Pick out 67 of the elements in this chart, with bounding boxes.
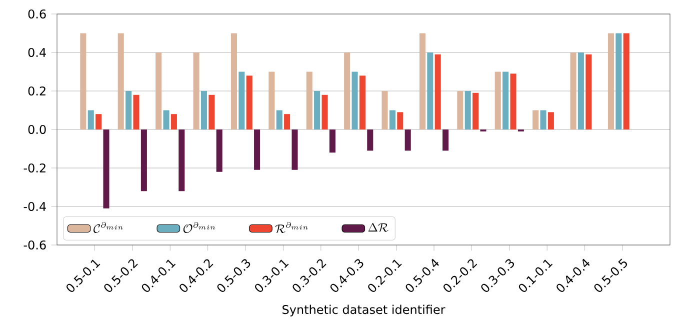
bar xyxy=(586,54,592,130)
legend-label: $\Delta\mathcal{R}$ xyxy=(368,222,388,232)
legend-label: $\mathcal{C}^{\partial_{min}}$ xyxy=(94,222,123,234)
bar xyxy=(608,33,614,130)
bar xyxy=(570,52,576,130)
bar xyxy=(163,110,170,130)
bar xyxy=(329,129,336,153)
bar xyxy=(238,72,245,130)
bar xyxy=(540,110,546,130)
bar xyxy=(208,94,215,130)
bar xyxy=(548,112,554,130)
bar xyxy=(156,52,162,130)
bar xyxy=(434,54,441,130)
bar xyxy=(246,76,252,130)
bar xyxy=(382,90,388,130)
bar xyxy=(126,90,132,130)
bar xyxy=(216,129,222,172)
bar xyxy=(510,74,516,130)
y-tick-label: 0.4 xyxy=(28,48,46,58)
bar xyxy=(442,129,449,151)
bar xyxy=(140,129,147,192)
legend-label: $\mathcal{O}^{\partial_{min}}$ xyxy=(183,222,216,234)
bar xyxy=(352,72,358,130)
bar xyxy=(254,129,260,170)
bar xyxy=(292,129,298,170)
bar xyxy=(133,94,140,130)
bar xyxy=(80,33,86,130)
bar xyxy=(284,114,290,130)
bar xyxy=(389,110,396,130)
bar xyxy=(193,52,200,130)
y-tick-label: -0.4 xyxy=(24,202,46,212)
bar xyxy=(464,90,471,130)
bar xyxy=(178,129,185,192)
x-axis-title: Synthetic dataset identifier xyxy=(282,304,446,316)
bar xyxy=(359,76,366,130)
bar xyxy=(118,33,124,130)
y-tick-label: 0.0 xyxy=(28,124,46,134)
bar xyxy=(419,33,426,130)
bar xyxy=(306,72,312,130)
bar xyxy=(532,110,539,130)
bar xyxy=(103,129,110,208)
bar xyxy=(276,110,282,130)
bar xyxy=(457,90,464,130)
bar xyxy=(623,33,630,130)
bar xyxy=(397,112,404,130)
bar xyxy=(314,90,320,130)
y-tick-label: 0.2 xyxy=(28,86,46,96)
bar xyxy=(344,52,350,130)
bar xyxy=(268,72,275,130)
y-tick-label: -0.2 xyxy=(24,163,46,173)
y-tick-label: -0.6 xyxy=(24,240,46,250)
y-tick-label: 0.6 xyxy=(28,9,46,19)
bar xyxy=(502,72,509,130)
bar xyxy=(578,52,584,130)
bar xyxy=(404,129,411,151)
bar xyxy=(96,114,102,130)
bar xyxy=(494,72,501,130)
bar xyxy=(170,114,177,130)
bar xyxy=(472,92,479,130)
legend-label: $\mathcal{R}^{\partial_{min}}$ xyxy=(275,222,308,234)
bar xyxy=(427,52,434,130)
bar xyxy=(616,33,622,130)
bar xyxy=(200,90,207,130)
bar xyxy=(88,110,94,130)
bar xyxy=(367,129,374,151)
bar xyxy=(322,94,328,130)
bar xyxy=(230,33,237,130)
